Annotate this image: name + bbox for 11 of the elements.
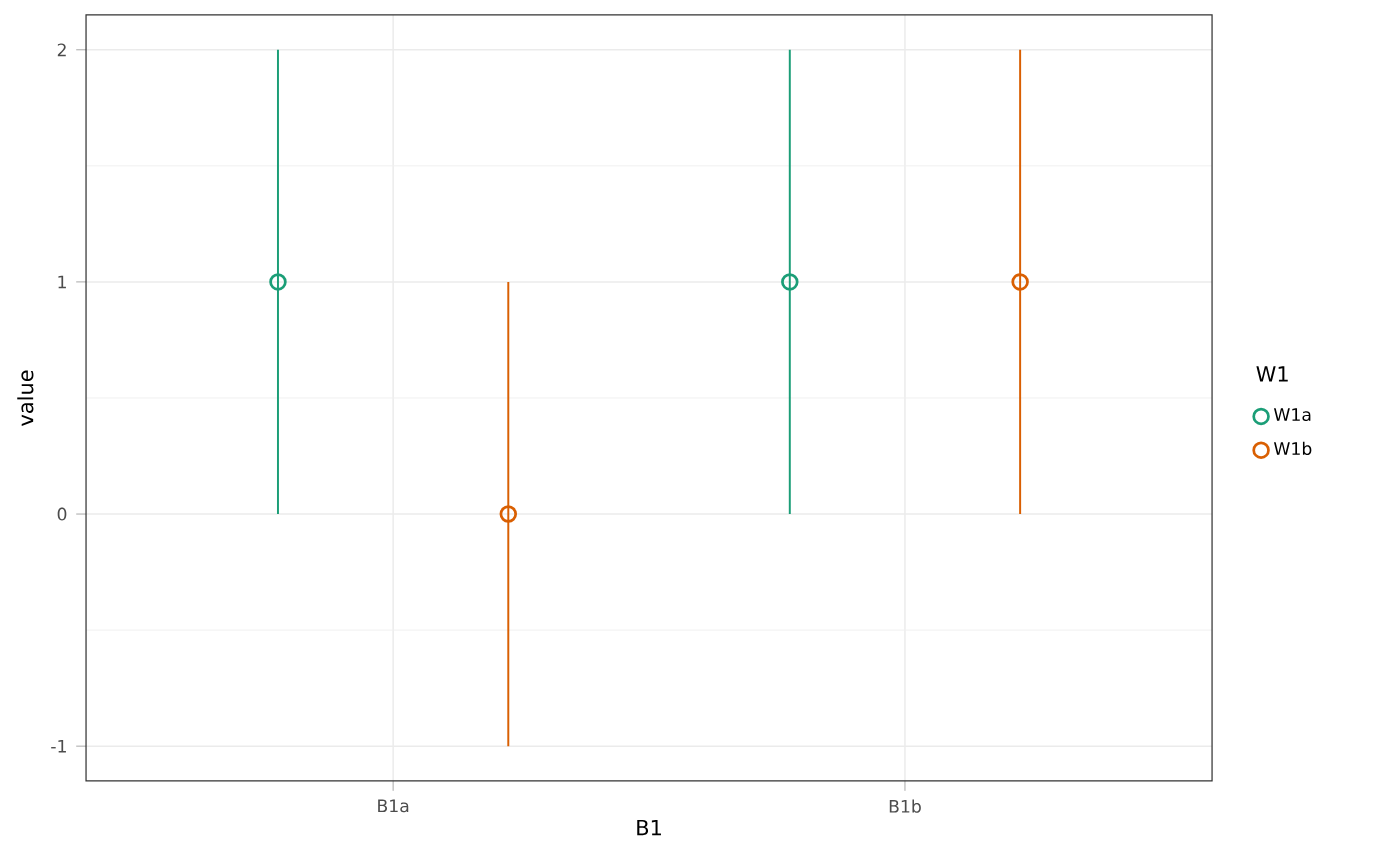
- legend-label: W1a: [1273, 408, 1311, 422]
- legend-title: W1: [1256, 366, 1288, 382]
- x-tick-label: B1a: [378, 799, 409, 813]
- y-tick-label: 2: [57, 43, 66, 57]
- y-tick-label: -1: [51, 739, 66, 753]
- x-tick-label: B1b: [889, 799, 921, 813]
- y-tick-label: 1: [58, 275, 66, 289]
- x-axis-title: B1: [637, 819, 661, 836]
- y-axis-title: value: [17, 370, 34, 426]
- legend-label: W1b: [1273, 441, 1312, 456]
- y-tick-label: 0: [57, 507, 67, 521]
